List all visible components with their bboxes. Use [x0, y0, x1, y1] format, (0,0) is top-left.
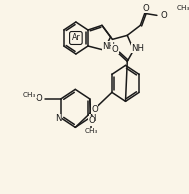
- Text: Ar: Ar: [72, 34, 80, 42]
- Text: O: O: [91, 105, 98, 114]
- Text: O: O: [88, 116, 95, 125]
- Text: O: O: [112, 45, 119, 54]
- Text: CH₃: CH₃: [177, 5, 189, 11]
- Text: CH₃: CH₃: [85, 128, 98, 134]
- Text: O: O: [36, 94, 43, 103]
- Text: O: O: [142, 4, 149, 13]
- Text: O: O: [160, 11, 167, 20]
- Text: NH: NH: [102, 42, 115, 50]
- Text: N: N: [89, 114, 95, 123]
- Text: NH: NH: [131, 44, 144, 53]
- Text: CH₃: CH₃: [23, 92, 36, 98]
- Text: N: N: [55, 114, 62, 123]
